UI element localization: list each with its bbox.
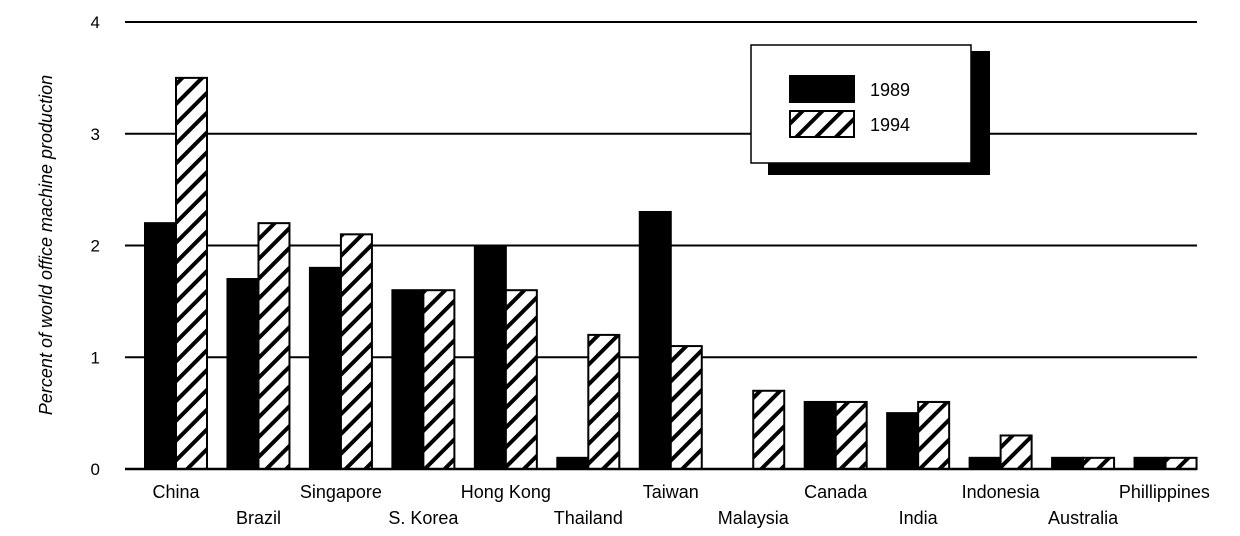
bars: [144, 76, 1198, 471]
bar-1989-thailand: [556, 456, 590, 471]
bar-1994-china: [175, 76, 208, 470]
bar-1994-taiwan: [669, 345, 703, 471]
bar-1994-thailand: [587, 333, 621, 470]
legend-swatch-1989: [789, 75, 855, 103]
legend-swatch-1994: [789, 110, 855, 138]
bar-1989-singapore: [308, 266, 342, 470]
bar-1994-brazil: [257, 222, 291, 470]
bar-1989-brazil: [226, 278, 260, 470]
category-label: Indonesia: [962, 482, 1041, 502]
category-label: Malaysia: [718, 508, 790, 528]
category-label: Taiwan: [643, 482, 699, 502]
category-label: China: [152, 482, 200, 502]
legend-label-1994: 1994: [870, 115, 910, 135]
bar-1989-india: [886, 412, 920, 470]
y-tick-label: 4: [91, 13, 100, 32]
y-tick-label: 2: [91, 237, 100, 256]
legend: 1989 1994: [750, 44, 990, 175]
category-label: Canada: [804, 482, 868, 502]
bar-1989-indonesia: [968, 456, 1002, 471]
bar-1994-singapore: [339, 233, 373, 470]
bar-1994-indonesia: [999, 434, 1033, 471]
bar-1989-taiwan: [638, 210, 672, 470]
category-label: India: [899, 508, 939, 528]
category-label: S. Korea: [388, 508, 459, 528]
category-label: Hong Kong: [461, 482, 551, 502]
bar-1994-phillippines: [1164, 456, 1198, 471]
bar-1994-australia: [1082, 456, 1116, 471]
bar-1989-china: [144, 222, 177, 470]
y-tick-label: 3: [91, 125, 100, 144]
legend-label-1989: 1989: [870, 80, 910, 100]
y-tick-labels: 0 1 2 3 4: [91, 13, 100, 479]
bar-1989-phillippines: [1133, 456, 1167, 471]
legend-box: [750, 44, 972, 164]
category-label: Singapore: [300, 482, 382, 502]
y-tick-label: 0: [91, 460, 100, 479]
bar-1989-canada: [803, 400, 837, 471]
category-label: Thailand: [554, 508, 623, 528]
bar-1989-australia: [1051, 456, 1085, 471]
category-label: Australia: [1048, 508, 1119, 528]
bar-1989-s-korea: [391, 289, 425, 471]
bar-1994-malaysia: [752, 389, 786, 470]
y-tick-label: 1: [91, 348, 100, 367]
bar-1994-canada: [834, 400, 868, 471]
y-axis-title: Percent of world office machine producti…: [36, 75, 56, 415]
bar-1989-hong-kong: [473, 244, 507, 470]
bar-1994-s-korea: [422, 289, 456, 471]
category-label: Brazil: [236, 508, 281, 528]
bar-1994-hong-kong: [504, 289, 538, 471]
category-label: Phillippines: [1119, 482, 1210, 502]
bar-1994-india: [917, 400, 951, 471]
